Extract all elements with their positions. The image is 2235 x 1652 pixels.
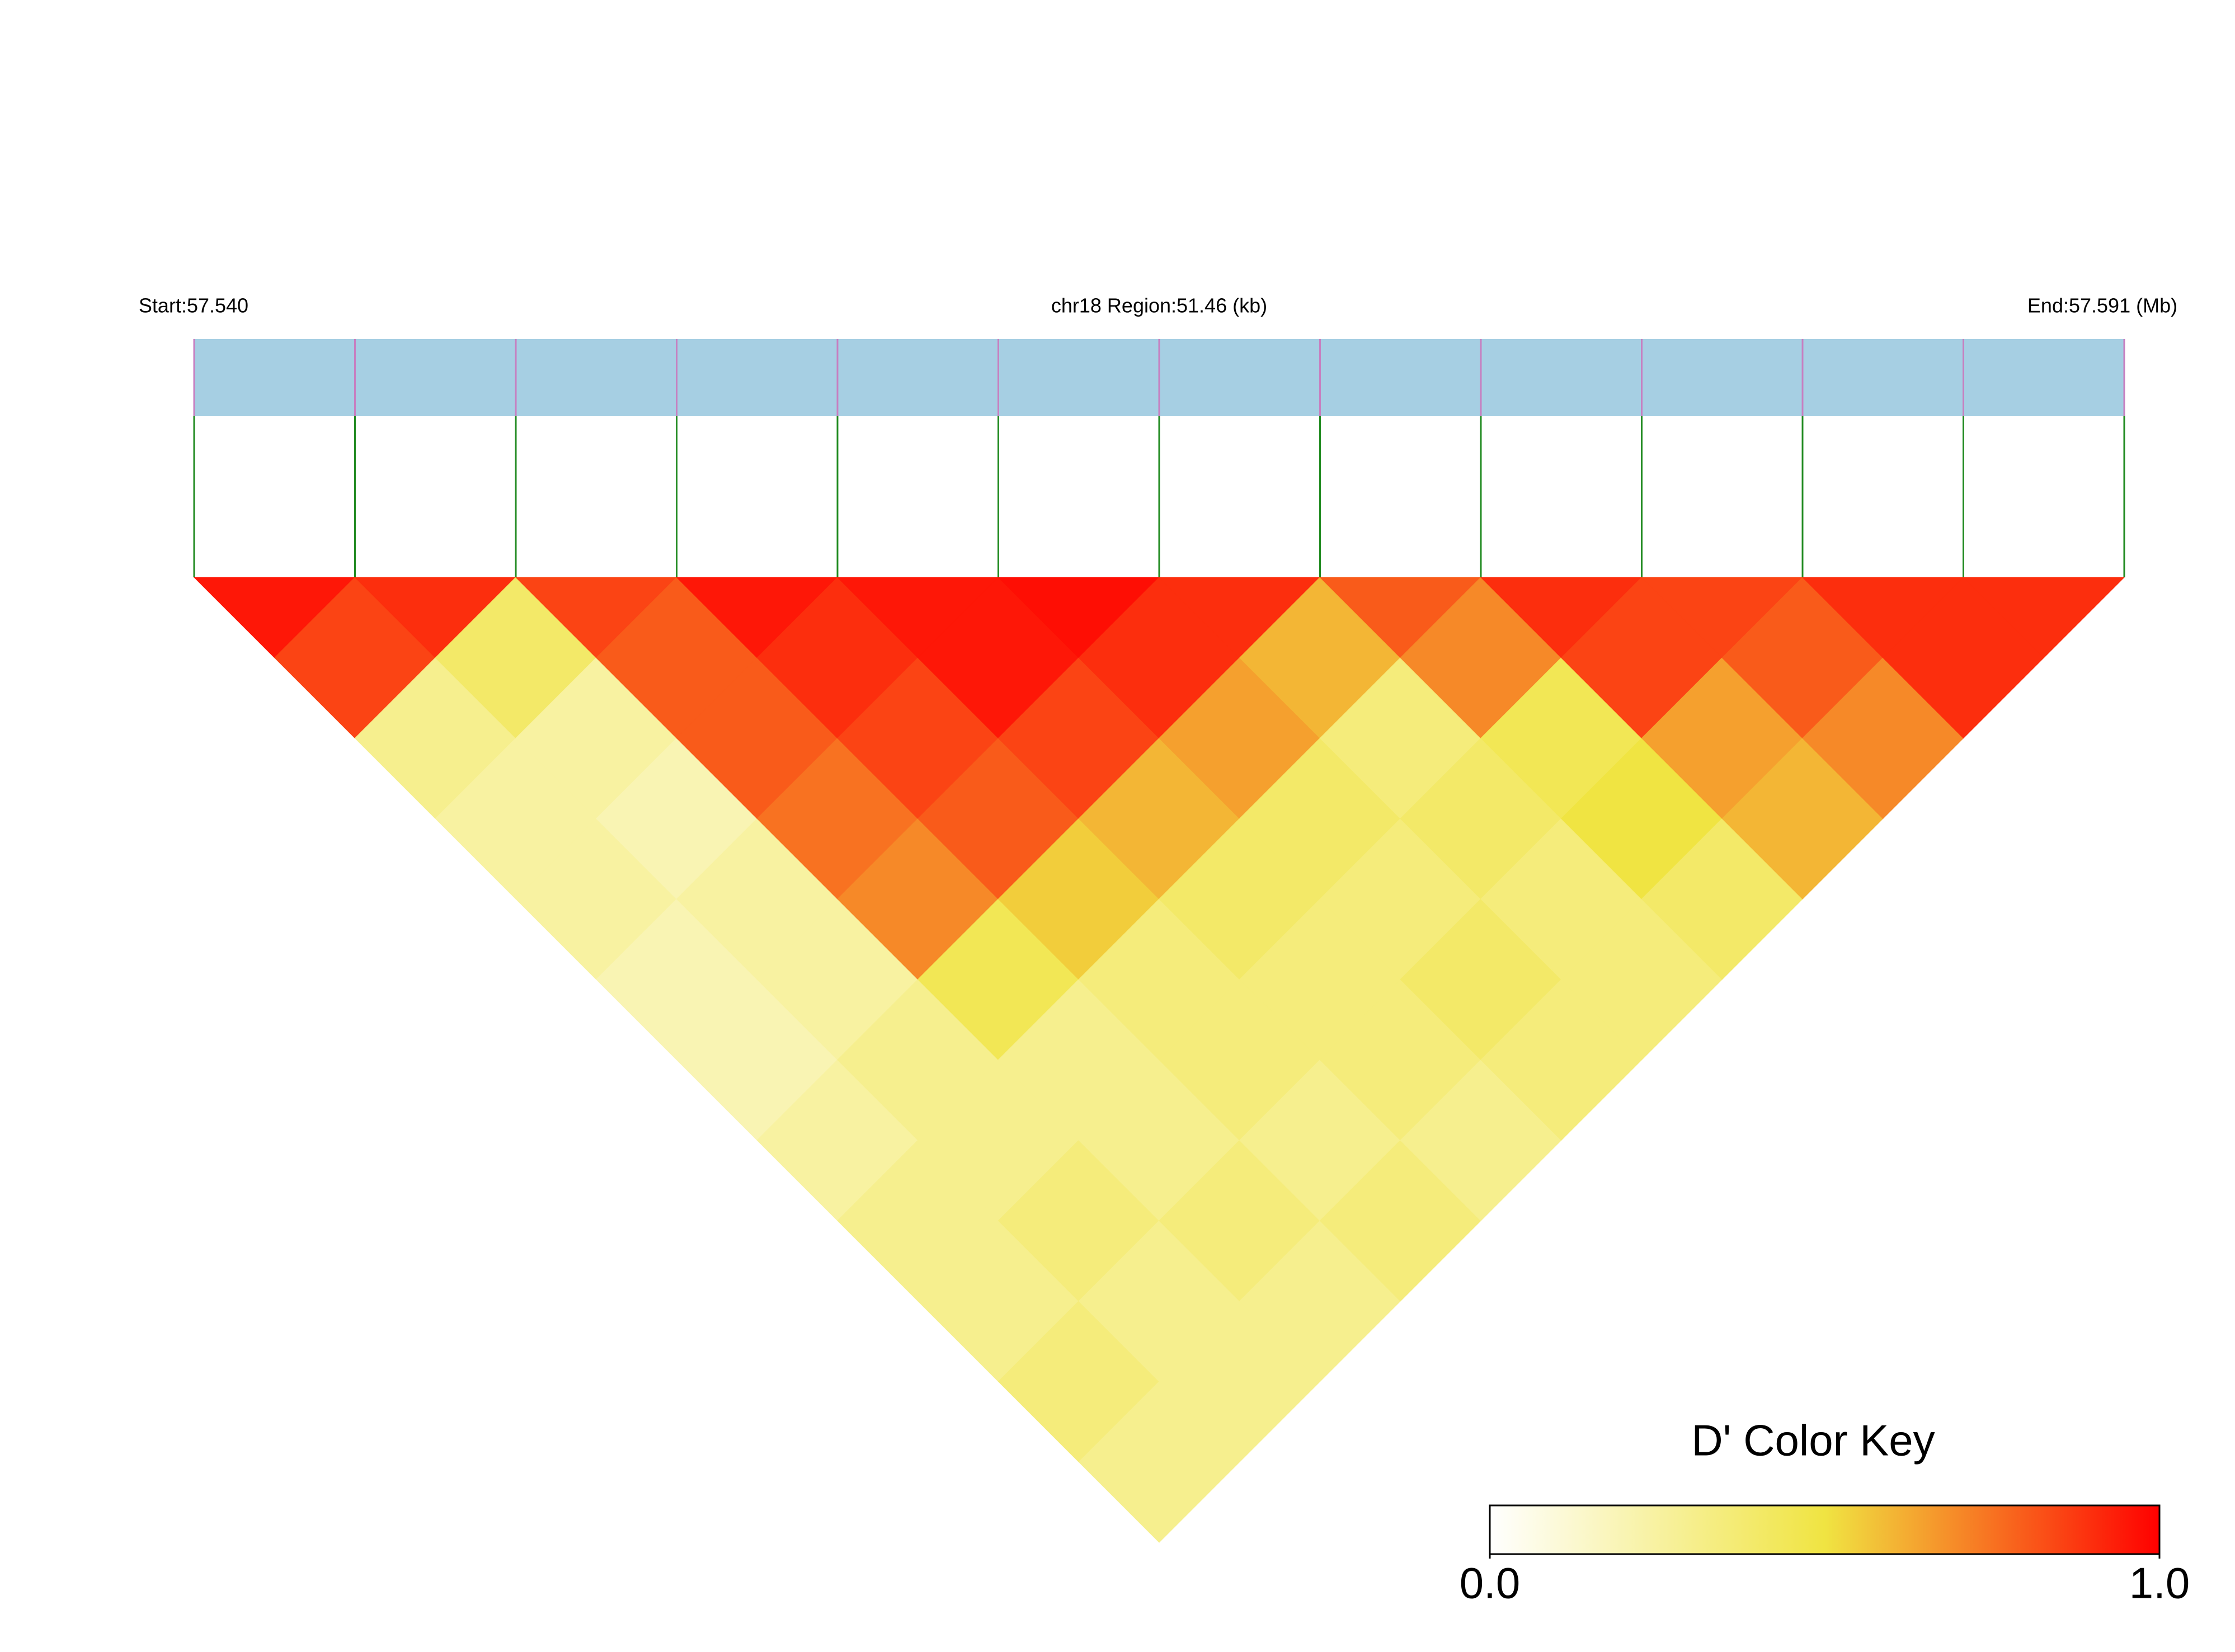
- ld-cell: [1963, 577, 2125, 658]
- region-label: chr18 Region:51.46 (kb): [1051, 294, 1267, 317]
- key-tick-label: 0.0: [1460, 1559, 1520, 1608]
- end-label: End:57.591 (Mb): [2027, 294, 2177, 317]
- color-key: [1489, 1504, 2161, 1555]
- key-title: D' Color Key: [1691, 1416, 1935, 1465]
- key-tick-label: 1.0: [2129, 1559, 2190, 1608]
- start-label: Start:57.540: [139, 294, 248, 317]
